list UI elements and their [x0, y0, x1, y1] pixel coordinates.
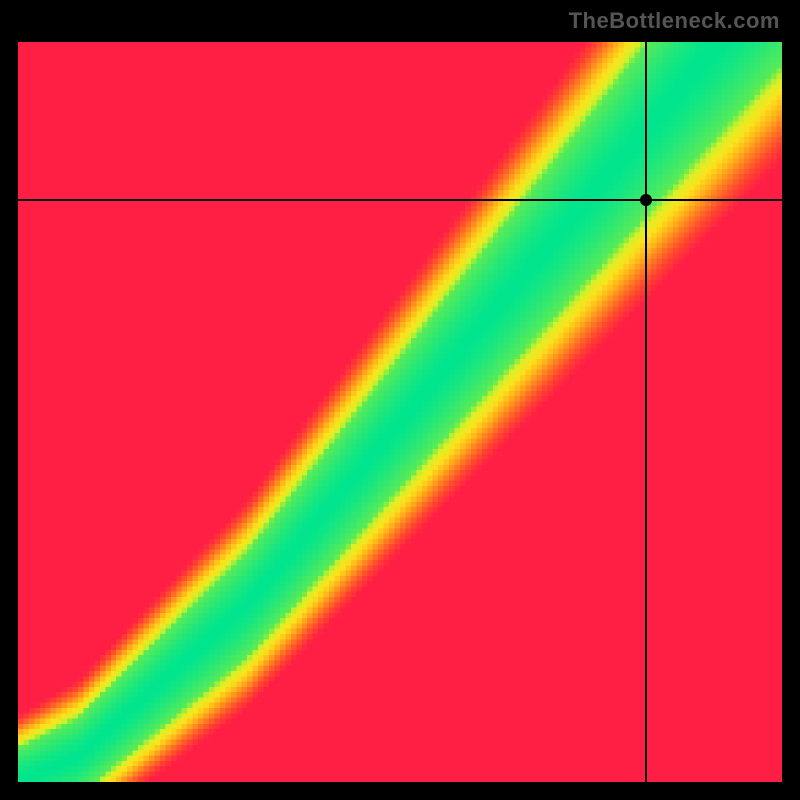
watermark-text: TheBottleneck.com — [569, 8, 780, 34]
stage: TheBottleneck.com — [0, 0, 800, 800]
crosshair-vertical — [645, 42, 647, 782]
selection-marker — [640, 194, 652, 206]
bottleneck-heatmap-canvas — [18, 42, 782, 782]
crosshair-horizontal — [18, 199, 782, 201]
heatmap-plot-area — [18, 42, 782, 782]
